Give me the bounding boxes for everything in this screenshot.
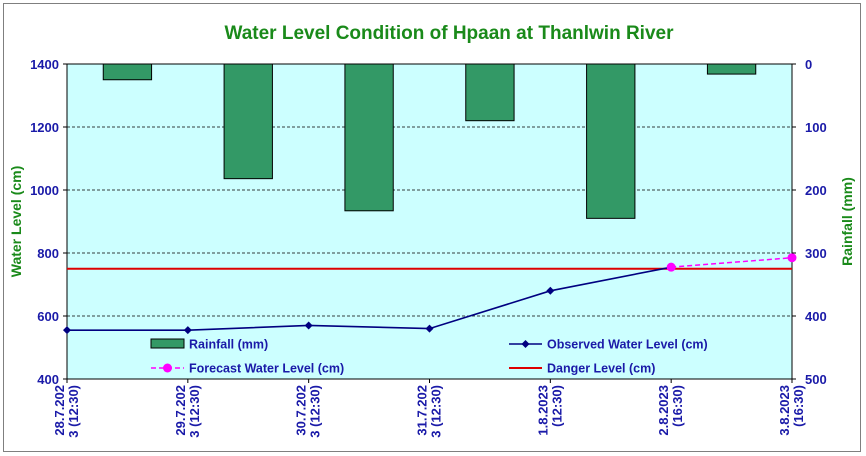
left-axis-title: Water Level (cm) xyxy=(8,166,24,278)
x-tick-label: 3.8.2023 xyxy=(777,385,792,436)
rainfall-bar xyxy=(586,63,636,219)
right-axis-title: Rainfall (mm) xyxy=(839,177,855,266)
chart-frame: Water Level Condition of Hpaan at Thanlw… xyxy=(3,3,861,452)
x-tick-label: 3 (12:30) xyxy=(66,385,81,438)
forecast-point xyxy=(666,262,676,272)
x-tick-label: 29.7.202 xyxy=(173,385,188,436)
right-tick-label: 0 xyxy=(805,57,812,72)
rainfall-bar xyxy=(102,63,153,81)
legend-observed-label: Observed Water Level (cm) xyxy=(547,338,708,352)
observed-point xyxy=(63,326,71,335)
x-tick-label: 3 (12:30) xyxy=(429,385,444,438)
observed-point xyxy=(546,286,555,295)
legend-rainfall-label: Rainfall (mm) xyxy=(189,338,268,352)
x-tick-label: 3 (12:30) xyxy=(187,385,202,438)
legend-marker-forecast xyxy=(163,363,172,373)
forecast-point xyxy=(787,253,797,263)
x-tick-label: 1.8.2023 xyxy=(535,385,550,436)
x-tick-label: 30.7.202 xyxy=(294,385,309,436)
x-tick-label: 3 (12:30) xyxy=(308,385,323,438)
x-tick-label: 28.7.202 xyxy=(52,385,67,436)
x-tick-label: (12:30) xyxy=(549,385,564,427)
left-tick-label: 1200 xyxy=(30,120,59,135)
observed-point xyxy=(183,326,192,335)
right-tick-label: 300 xyxy=(805,246,827,261)
right-tick-label: 100 xyxy=(805,120,827,135)
rainfall-bar xyxy=(344,63,394,212)
x-tick-label: (16:30) xyxy=(670,385,685,427)
observed-line xyxy=(67,266,672,331)
left-tick-label: 400 xyxy=(37,372,59,387)
observed-point xyxy=(304,321,313,330)
forecast-line xyxy=(671,256,793,268)
legend-swatch-rainfall xyxy=(150,338,185,349)
rainfall-bar xyxy=(706,63,757,75)
chart-title: Water Level Condition of Hpaan at Thanlw… xyxy=(224,23,674,44)
right-tick-label: 500 xyxy=(805,372,827,387)
x-tick-label: (16:30) xyxy=(791,385,806,427)
observed-point xyxy=(425,324,434,333)
legend-forecast-label: Forecast Water Level (cm) xyxy=(189,362,344,376)
right-tick-label: 200 xyxy=(805,183,827,198)
x-tick-label: 31.7.202 xyxy=(415,385,430,436)
left-tick-label: 800 xyxy=(37,246,59,261)
left-tick-label: 600 xyxy=(37,309,59,324)
left-tick-label: 1400 xyxy=(30,57,59,72)
legend-danger-label: Danger Level (cm) xyxy=(547,362,655,376)
chart: Water Level Condition of Hpaan at Thanlw… xyxy=(8,23,855,438)
legend-marker-observed xyxy=(521,340,530,348)
rainfall-bar xyxy=(223,63,273,180)
left-tick-label: 1000 xyxy=(30,183,59,198)
right-tick-label: 400 xyxy=(805,309,827,324)
rainfall-bar xyxy=(465,63,515,122)
x-tick-label: 2.8.2023 xyxy=(656,385,671,436)
